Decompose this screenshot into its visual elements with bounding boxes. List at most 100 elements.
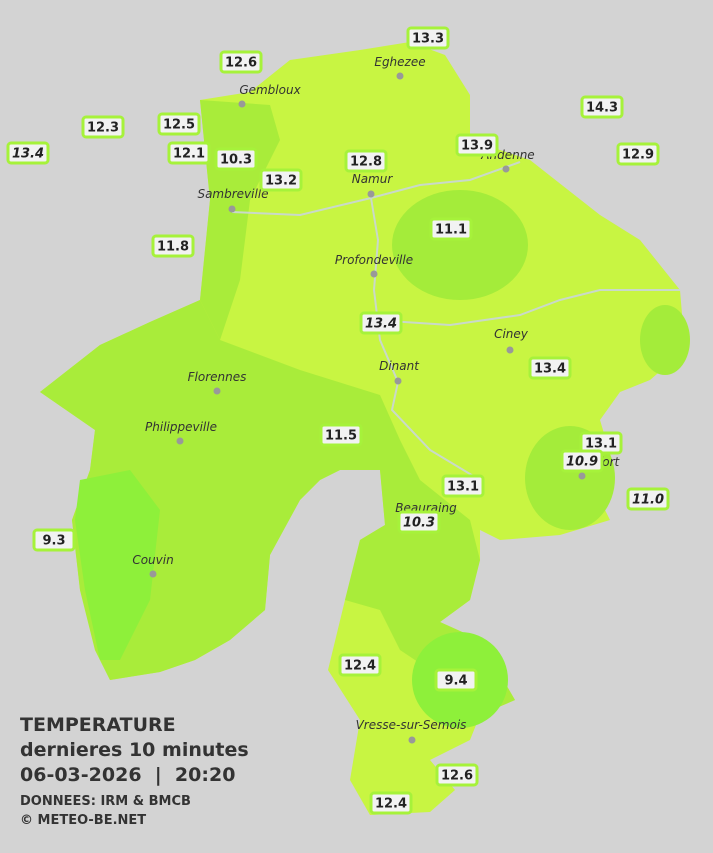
city-dot [367,190,375,198]
station-box [434,668,478,692]
station-box [6,141,50,165]
station-layer: 13.3 12.6 14.3 12.3 12.5 13.4 12.1 10.3 13.2 12.8… [6,26,670,815]
city-dot [506,346,514,354]
city-name: Gembloux [239,83,301,97]
station-label: 13.2 [259,168,303,192]
station-value: 12.8 [350,155,382,170]
legend-subtitle: dernieres 10 minutes [20,739,249,761]
station-label: 11.5 [319,423,363,447]
station-value: 11.1 [435,223,467,238]
city-name: Eghezee [374,55,425,69]
station-value: 12.4 [344,659,376,674]
city-name: Florennes [188,370,247,384]
river [231,161,680,481]
station-value: 14.3 [586,101,618,116]
city-dot [578,472,586,480]
station-value: 11.0 [632,493,664,508]
station-label: 12.1 [167,141,211,165]
station-label: 13.4 [6,141,50,165]
station-label: 12.6 [435,763,479,787]
station-label: 12.5 [157,112,201,136]
zone-east [640,305,690,375]
station-value: 12.5 [163,118,195,133]
station-label: 12.4 [369,791,413,815]
station-value: 13.1 [585,437,617,452]
station-value: 13.4 [12,147,44,162]
station-box [406,26,450,50]
station-box [359,311,403,335]
city-name: Namur [352,172,394,186]
zone-namur [392,190,528,300]
station-label: 10.3 [214,147,258,171]
station-label: 11.1 [429,217,473,241]
station-box [441,474,485,498]
city-dot [394,377,402,385]
city-dot [228,205,236,213]
station-value: 11.8 [157,240,189,255]
station-box [214,147,258,171]
city-name: Vresse-sur-Semois [356,718,467,732]
legend-source: DONNEES: IRM & BMCB [20,794,191,809]
station-value: 10.9 [566,455,598,470]
station-value: 12.4 [375,797,407,812]
station-label: 13.4 [359,311,403,335]
station-label: 12.6 [219,50,263,74]
city-name: Dinant [379,359,420,373]
legend-title: TEMPERATURE [20,714,176,736]
station-box [259,168,303,192]
station-label: 10.9 [560,449,604,473]
city-name: Couvin [132,553,173,567]
station-label: 13.9 [455,133,499,157]
station-label: 13.4 [528,356,572,380]
city-name: Profondeville [335,253,413,267]
city-name: Ciney [494,327,529,341]
station-box [151,234,195,258]
station-label: 12.4 [338,653,382,677]
station-label: 12.9 [616,142,660,166]
city-dot [149,570,157,578]
station-value: 13.9 [461,139,493,154]
city-dot [238,100,246,108]
station-label: 9.3 [32,528,76,552]
station-box [369,791,413,815]
station-value: 10.3 [220,153,252,168]
station-value: 12.1 [173,147,205,162]
station-value: 11.5 [325,429,357,444]
station-box [397,510,441,534]
station-box [319,423,363,447]
station-value: 12.6 [225,56,257,71]
station-value: 13.2 [265,174,297,189]
station-box [616,142,660,166]
station-box [455,133,499,157]
station-label: 12.8 [344,149,388,173]
station-label: 12.3 [81,115,125,139]
station-label: 11.8 [151,234,195,258]
station-box [435,763,479,787]
station-box [32,528,76,552]
station-box [528,356,572,380]
station-value: 12.6 [441,769,473,784]
city-name: Philippeville [145,420,217,434]
city-dot [408,736,416,744]
station-label: 9.4 [434,668,478,692]
city-dot [502,165,510,173]
city-dot [213,387,221,395]
station-value: 13.1 [447,480,479,495]
station-box [219,50,263,74]
station-label: 11.0 [626,487,670,511]
station-box [157,112,201,136]
city-dot [370,270,378,278]
station-box [81,115,125,139]
station-box [167,141,211,165]
station-value: 10.3 [403,516,435,531]
station-box [344,149,388,173]
zone-couvin [75,470,160,660]
station-value: 13.3 [412,32,444,47]
zone-west [40,300,515,715]
legend-datetime: 06-03-2026 | 20:20 [20,764,235,786]
station-label: 13.1 [441,474,485,498]
station-box [429,217,473,241]
station-value: 12.9 [622,148,654,163]
